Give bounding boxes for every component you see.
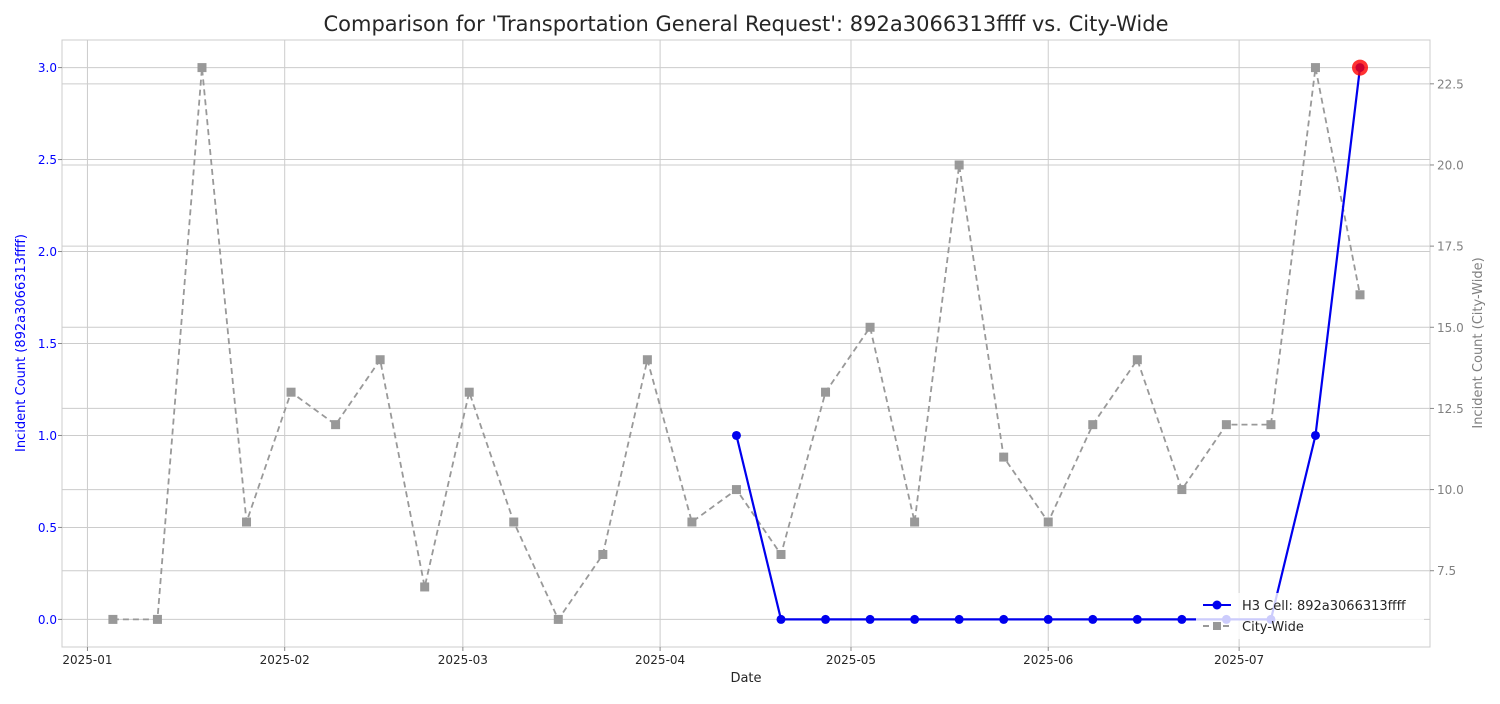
city-wide-point [1355, 290, 1365, 300]
y-axis-label-left: Incident Count (892a3066313ffff) [14, 234, 29, 452]
h3-cell-point [1088, 614, 1098, 624]
legend-marker-h3 [1212, 600, 1222, 610]
y-tick-label-right: 22.5 [1437, 77, 1464, 91]
y-axis-label-right: Incident Count (City-Wide) [1471, 257, 1486, 428]
h3-cell-point [731, 430, 741, 440]
h3-cell-point [1043, 614, 1053, 624]
y-tick-label-right: 7.5 [1437, 564, 1456, 578]
city-wide-point [375, 355, 385, 365]
city-wide-point [954, 160, 964, 170]
city-wide-point [464, 387, 474, 397]
y-tick-label-right: 15.0 [1437, 321, 1464, 335]
city-wide-point [553, 614, 563, 624]
h3-cell-point [954, 614, 964, 624]
highlight-point [1352, 59, 1369, 76]
city-wide-point [286, 387, 296, 397]
city-wide-point [999, 452, 1009, 462]
grid-lines [62, 40, 1430, 647]
y-tick-label-left: 2.5 [38, 153, 57, 167]
city-wide-point [1043, 517, 1053, 527]
city-wide-point [910, 517, 920, 527]
legend-label-h3: H3 Cell: 892a3066313ffff [1242, 599, 1407, 614]
city-wide-point [1132, 355, 1142, 365]
city-wide-point [731, 485, 741, 495]
h3-cell-point [821, 614, 831, 624]
x-tick-label: 2025-03 [438, 653, 488, 667]
city-wide-point [108, 614, 118, 624]
y-tick-label-left: 2.0 [38, 245, 57, 259]
y-tick-label-left: 1.5 [38, 337, 57, 351]
city-wide-point [865, 322, 875, 332]
chart-title: Comparison for 'Transportation General R… [323, 12, 1168, 36]
x-tick-label: 2025-02 [260, 653, 310, 667]
h3-cell-point [910, 614, 920, 624]
x-tick-label: 2025-04 [635, 653, 685, 667]
city-wide-point [1088, 420, 1098, 430]
h3-cell-point [1310, 430, 1320, 440]
x-tick-label: 2025-01 [62, 653, 112, 667]
legend-background [1196, 593, 1424, 639]
y-tick-label-right: 17.5 [1437, 240, 1464, 254]
x-tick-label: 2025-06 [1023, 653, 1073, 667]
city-wide-point [152, 614, 162, 624]
city-wide-point [642, 355, 652, 365]
y-tick-label-left: 1.0 [38, 429, 57, 443]
city-wide-point [1266, 420, 1276, 430]
x-axis-label: Date [730, 671, 761, 686]
y-tick-label-left: 0.5 [38, 521, 57, 535]
y-tick-label-right: 12.5 [1437, 402, 1464, 416]
y-tick-label-right: 10.0 [1437, 483, 1464, 497]
y-tick-label-right: 20.0 [1437, 158, 1464, 172]
city-wide-point [687, 517, 697, 527]
axes: 2025-01 2025-02 2025-03 2025-04 2025-05 2025-… [38, 61, 1464, 667]
city-wide-point [242, 517, 252, 527]
city-wide-point [197, 63, 207, 73]
h3-cell-point [776, 614, 786, 624]
h3-cell-point [865, 614, 875, 624]
city-wide-point [776, 549, 786, 559]
y-tick-label-left: 3.0 [38, 61, 57, 75]
legend: H3 Cell: 892a3066313ffff City-Wide [1196, 593, 1424, 639]
y-tick-label-left: 0.0 [38, 613, 57, 627]
city-wide-point [1221, 420, 1231, 430]
city-wide-point [331, 420, 341, 430]
h3-cell-point [999, 614, 1009, 624]
city-wide-point [1310, 63, 1320, 73]
city-wide-point [509, 517, 519, 527]
city-wide-point [821, 387, 831, 397]
legend-label-city-wide: City-Wide [1242, 620, 1304, 635]
city-wide-point [598, 549, 608, 559]
x-tick-label: 2025-07 [1214, 653, 1264, 667]
city-wide-point [420, 582, 430, 592]
h3-cell-point [1132, 614, 1142, 624]
h3-cell-point [1177, 614, 1187, 624]
x-tick-label: 2025-05 [826, 653, 876, 667]
legend-marker-city-wide [1213, 622, 1221, 630]
city-wide-point [1177, 485, 1187, 495]
